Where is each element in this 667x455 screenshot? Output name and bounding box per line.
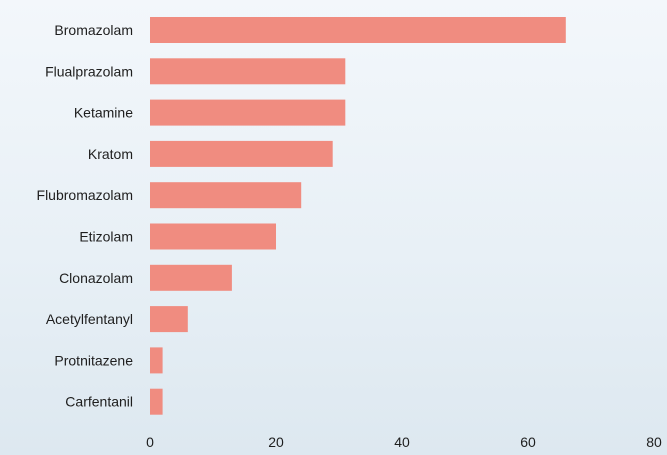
bar-flubromazolam <box>150 182 302 209</box>
bar-flualprazolam <box>150 58 346 85</box>
category-label-kratom: Kratom <box>88 146 133 162</box>
category-label-flualprazolam: Flualprazolam <box>45 63 133 79</box>
x-tick-label-60: 60 <box>520 434 536 450</box>
x-tick-label-0: 0 <box>146 434 154 450</box>
x-tick-label-40: 40 <box>394 434 410 450</box>
x-tick-label-20: 20 <box>268 434 284 450</box>
category-label-etizolam: Etizolam <box>79 229 133 245</box>
bar-kratom <box>150 140 333 167</box>
bar-bromazolam <box>150 17 566 43</box>
bar-ketamine <box>150 99 346 126</box>
bar-protnitazene <box>150 347 163 374</box>
x-axis-tick-labels: 0 20 40 60 80 <box>146 434 662 450</box>
category-label-flubromazolam: Flubromazolam <box>37 187 133 203</box>
category-label-carfentanil: Carfentanil <box>65 394 133 410</box>
category-label-acetylfentanyl: Acetylfentanyl <box>46 311 133 327</box>
bar-etizolam <box>150 223 276 250</box>
category-label-protnitazene: Protnitazene <box>54 352 133 368</box>
x-tick-label-80: 80 <box>646 434 662 450</box>
bars-layer <box>150 17 566 415</box>
category-label-ketamine: Ketamine <box>74 105 133 121</box>
category-label-clonazolam: Clonazolam <box>59 270 133 286</box>
bar-clonazolam <box>150 264 232 291</box>
category-labels: Bromazolam Flualprazolam Ketamine Kratom Flu… <box>37 22 134 410</box>
bar-carfentanil <box>150 388 163 415</box>
bar-acetylfentanyl <box>150 306 188 333</box>
category-label-bromazolam: Bromazolam <box>54 22 133 38</box>
